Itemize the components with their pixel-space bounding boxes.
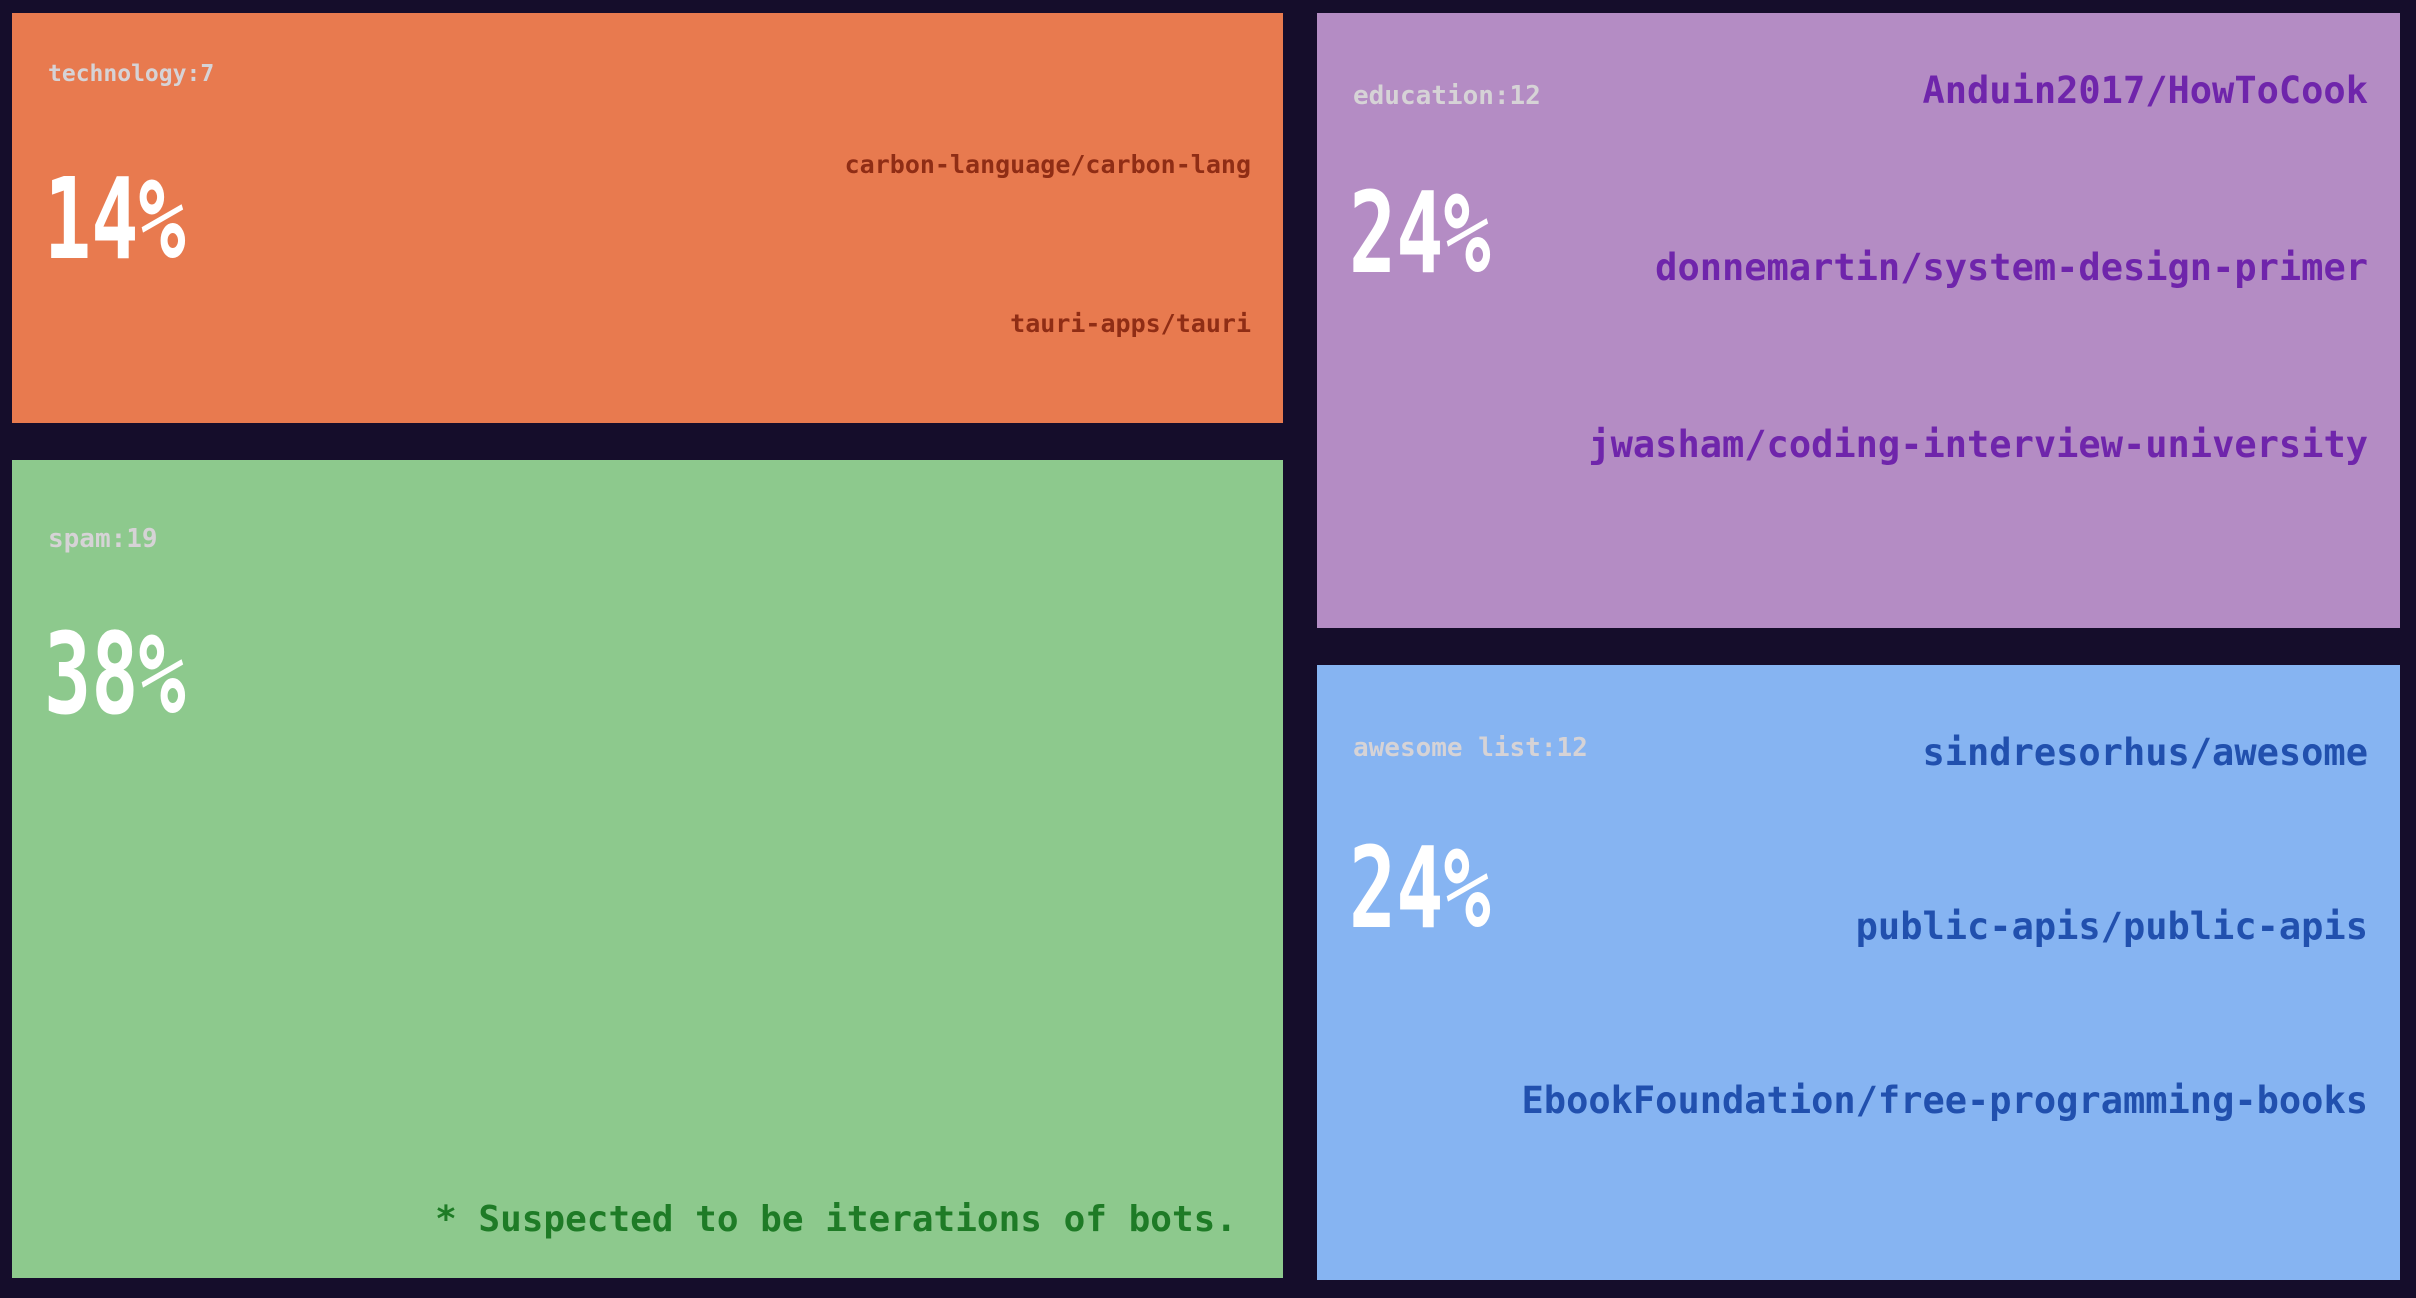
tile-label: education:12 bbox=[1353, 81, 1541, 111]
repo-item: jwasham/coding-interview-university bbox=[1588, 423, 2368, 466]
tile-label: awesome list:12 bbox=[1353, 733, 1588, 763]
tile-percent: 38% bbox=[44, 610, 186, 740]
treemap-tile-spam: spam:19 38% * Suspected to be iterations… bbox=[12, 460, 1283, 1278]
tile-percent: 24% bbox=[1349, 169, 1491, 299]
repo-item: tauri-apps/tauri bbox=[1010, 309, 1251, 338]
bots-note: * Suspected to be iterations of bots. bbox=[435, 1199, 1237, 1240]
treemap-tile-awesome-list: awesome list:12 24% sindresorhus/awesome… bbox=[1317, 665, 2400, 1280]
tile-percent: 14% bbox=[44, 155, 186, 285]
treemap-tile-technology: technology:7 14% carbon-language/carbon-… bbox=[12, 13, 1283, 1133]
tile-percent: 24% bbox=[1349, 824, 1491, 954]
repo-item: Anduin2017/HowToCook bbox=[1922, 69, 2368, 112]
tile-label: technology:7 bbox=[48, 61, 215, 87]
repo-item: public-apis/public-apis bbox=[1855, 905, 2368, 948]
repo-list: Anduin2017/HowToCook donnemartin/system-… bbox=[1588, 0, 2368, 592]
tile-label: spam:19 bbox=[48, 524, 158, 554]
treemap-tile-education: education:12 24% Anduin2017/HowToCook do… bbox=[1317, 13, 2400, 628]
repo-item: EbookFoundation/free-programming-books bbox=[1521, 1079, 2368, 1122]
repo-item: sindresorhus/awesome bbox=[1922, 731, 2368, 774]
repo-item: carbon-language/carbon-lang bbox=[844, 150, 1251, 179]
repo-list: sindresorhus/awesome public-apis/public-… bbox=[1522, 608, 2368, 1246]
repo-item: donnemartin/system-design-primer bbox=[1655, 246, 2368, 289]
